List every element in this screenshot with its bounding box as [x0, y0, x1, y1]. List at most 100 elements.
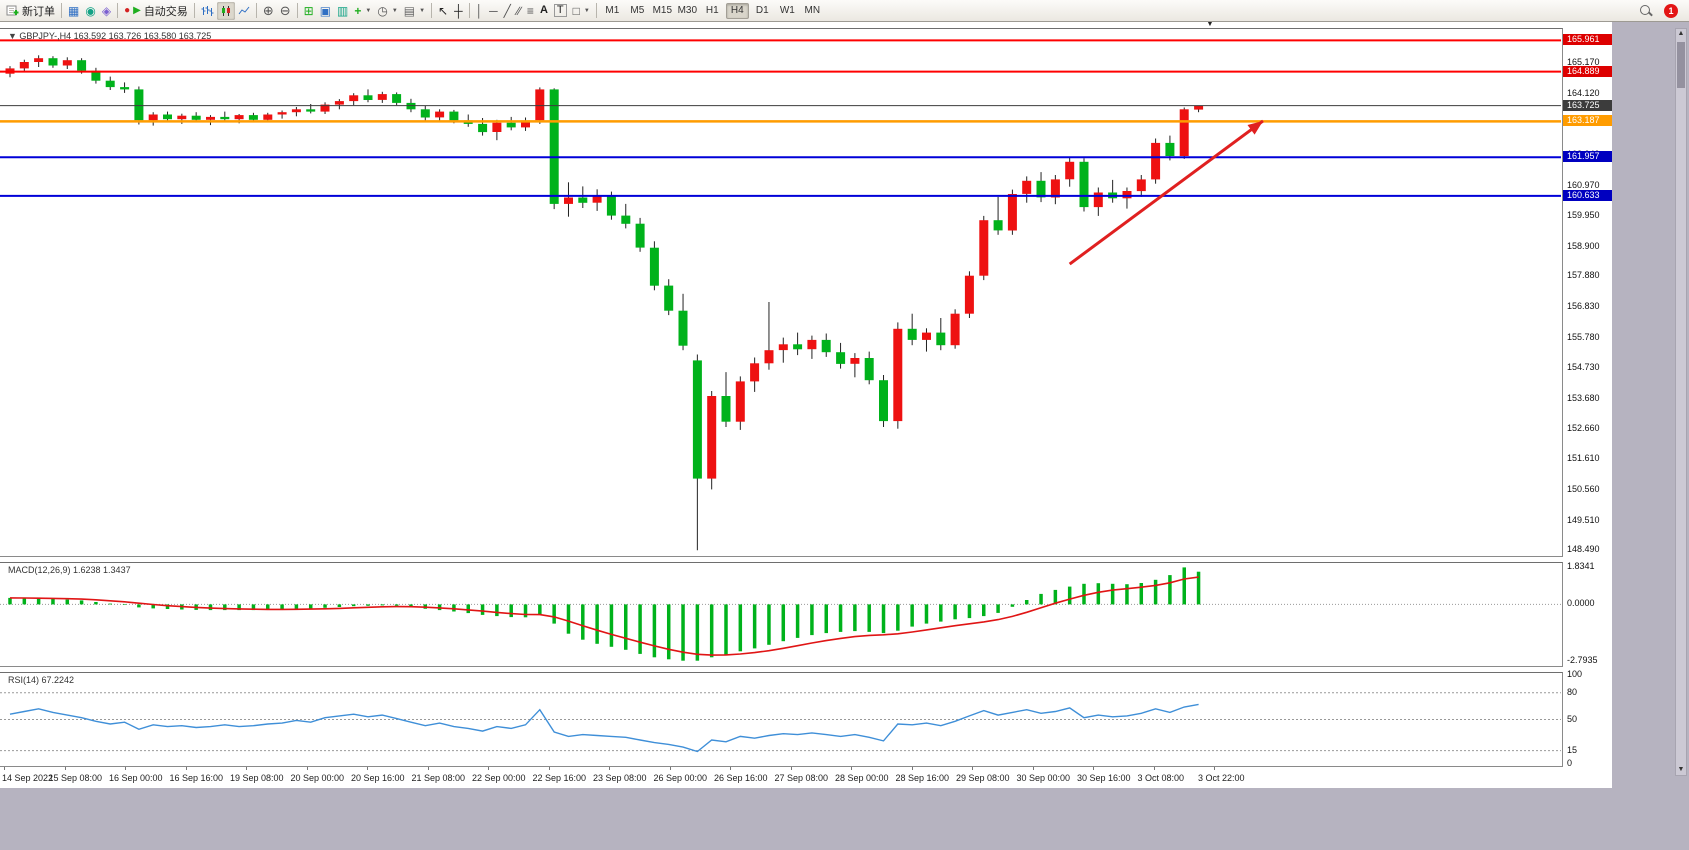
chart-windows-button[interactable]: ▦	[65, 2, 82, 20]
candlestick-chart[interactable]	[0, 29, 1561, 556]
timeframe-m1[interactable]: M1	[601, 3, 624, 19]
one-click-trading-toggle[interactable]: ▼	[8, 31, 20, 41]
time-axis-tick	[64, 767, 66, 770]
candle-body	[19, 62, 29, 69]
macd-chart[interactable]	[0, 563, 1561, 666]
scroll-down-icon[interactable]: ▼	[1677, 766, 1685, 773]
scroll-up-icon[interactable]: ▲	[1677, 30, 1685, 37]
time-label: 22 Sep 16:00	[532, 773, 587, 783]
autotrade-button[interactable]: ● ▶ 自动交易	[121, 2, 191, 20]
macd-pane[interactable]: MACD(12,26,9) 1.6238 1.3437	[0, 562, 1563, 667]
candle-body	[535, 89, 545, 121]
time-axis-tick	[548, 767, 550, 770]
timeframe-m30[interactable]: M30	[676, 3, 699, 19]
toolbar-separator	[61, 3, 62, 18]
price-pane[interactable]: ▼ GBPJPY-,H4 163.592 163.726 163.580 163…	[0, 28, 1563, 557]
label-tool-button[interactable]: T	[551, 2, 570, 20]
candle-body	[850, 358, 860, 364]
search-icon[interactable]	[1640, 4, 1652, 17]
rsi-line	[9, 703, 1199, 753]
time-label: 26 Sep 00:00	[653, 773, 708, 783]
support-line-2-badge: 160.633	[1563, 189, 1612, 201]
timeframe-h4[interactable]: H4	[725, 2, 749, 19]
time-axis-tick	[246, 767, 247, 770]
candle-body	[1022, 180, 1032, 194]
timeframe-w1[interactable]: W1	[776, 3, 799, 19]
rsi-pane[interactable]: RSI(14) 67.2242	[0, 672, 1563, 767]
toolbar-separator	[193, 3, 195, 18]
macd-label: MACD(12,26,9) 1.6238 1.3437	[8, 565, 131, 575]
chart-area: ▼ ▼ GBPJPY-,H4 163.592 163.726 163.580 1…	[0, 19, 1612, 788]
time-axis-tick	[1093, 767, 1094, 770]
zoom-in-button[interactable]: ⊕	[260, 2, 277, 20]
candle-body	[721, 396, 731, 422]
time-label: 29 Sep 08:00	[956, 773, 1010, 783]
timeframe-d1[interactable]: D1	[751, 3, 774, 19]
new-order-button[interactable]: 新订单	[3, 2, 58, 20]
arrange-windows-button[interactable]: ▥	[334, 2, 351, 20]
candle-body	[377, 94, 387, 100]
chart-shift-marker[interactable]: ▼	[1206, 19, 1214, 28]
candle-body	[34, 58, 44, 62]
price-axis-tick: 156.830	[1567, 300, 1600, 311]
candlestick-chart-button[interactable]	[216, 1, 235, 20]
channel-button[interactable]: ∕∕	[514, 2, 524, 20]
time-axis[interactable]: 14 Sep 2022 15 Sep 08:00 16 Sep 00:00 16 Se…	[0, 767, 1612, 788]
chart-symbol: GBPJPY-,H4	[19, 31, 72, 41]
candle-body	[177, 115, 187, 120]
candle-body	[392, 94, 402, 103]
chart-title: ▼ GBPJPY-,H4 163.592 163.726 163.580 163…	[8, 31, 211, 41]
notification-badge[interactable]: 1	[1664, 3, 1678, 18]
market-watch-button[interactable]: ◉	[82, 2, 98, 20]
tile-windows-button[interactable]: ⊞	[301, 2, 317, 20]
vertical-line-button[interactable]: │	[473, 2, 487, 20]
time-axis-tick	[125, 767, 126, 770]
candle-body	[206, 116, 215, 120]
shapes-button[interactable]: □ ▼	[570, 2, 593, 20]
price-axis-tick: 153.680	[1567, 392, 1600, 403]
time-axis-tick	[790, 767, 792, 770]
macd-signal-line	[9, 576, 1199, 656]
cascade-windows-button[interactable]: ▣	[317, 2, 334, 20]
horizontal-line-button[interactable]: ─	[486, 2, 501, 20]
timeframe-m5[interactable]: M5	[626, 3, 649, 19]
candle-body	[291, 109, 301, 113]
crosshair-button[interactable]: ┼	[451, 2, 466, 20]
candle-body	[77, 60, 87, 71]
zoom-in-icon: ⊕	[262, 3, 274, 18]
navigator-button[interactable]: ◈	[99, 2, 114, 20]
time-label: 16 Sep 00:00	[109, 773, 163, 783]
templates-button[interactable]: ▤ ▼	[401, 2, 428, 20]
zoom-out-button[interactable]: ⊖	[277, 2, 294, 20]
fibonacci-button[interactable]: ≡	[524, 2, 537, 20]
periods-button[interactable]: ◷ ▼	[374, 2, 400, 20]
chevron-down-icon: ▼	[583, 7, 590, 14]
support-line-1-badge: 161.957	[1563, 151, 1612, 163]
candle-body	[664, 285, 674, 311]
trendline-button[interactable]: ╱	[501, 2, 514, 20]
candle-body	[922, 332, 931, 340]
candle-body	[506, 122, 516, 128]
candle-body	[120, 87, 130, 90]
vertical-scrollbar[interactable]: ▲ ▼	[1675, 28, 1687, 776]
time-label: 30 Sep 00:00	[1016, 773, 1071, 783]
navigator-icon: ◈	[101, 3, 112, 18]
timeframe-h1[interactable]: H1	[701, 3, 724, 19]
indicators-button[interactable]: + ▼	[351, 2, 374, 20]
line-chart-button[interactable]	[235, 2, 253, 20]
chevron-down-icon: ▼	[419, 7, 426, 14]
scrollbar-thumb[interactable]	[1677, 42, 1685, 88]
cursor-button[interactable]: ↖	[435, 2, 451, 20]
price-axis-tick: 165.170	[1567, 57, 1600, 68]
timeframe-m15[interactable]: M15	[651, 3, 674, 19]
price-axis-tick: 155.780	[1567, 331, 1600, 342]
bar-chart-button[interactable]	[198, 2, 217, 20]
clock-icon: ◷	[377, 3, 388, 18]
text-tool-button[interactable]: A	[537, 2, 551, 20]
time-axis-tick	[669, 767, 671, 770]
candle-body	[606, 195, 616, 216]
rsi-chart[interactable]	[0, 673, 1561, 766]
candle-body	[879, 380, 888, 422]
timeframe-mn[interactable]: MN	[801, 3, 824, 19]
chevron-down-icon: ▼	[391, 7, 398, 14]
